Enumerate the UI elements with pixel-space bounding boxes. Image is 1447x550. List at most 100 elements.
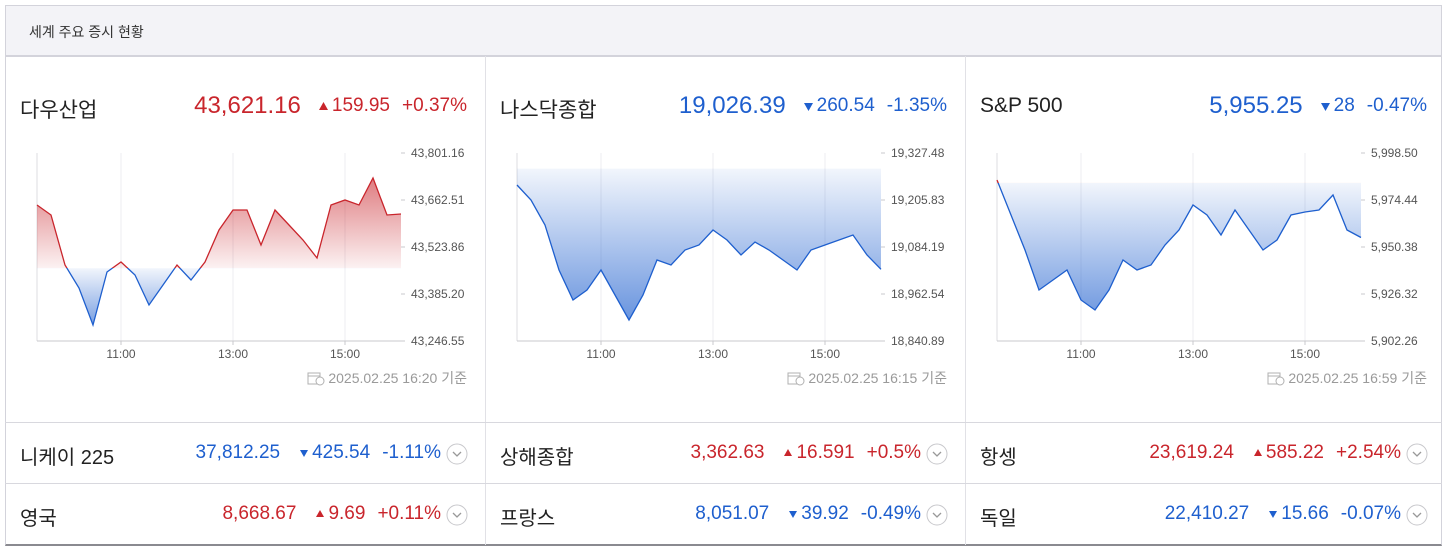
down-arrow — [789, 511, 798, 518]
up-arrow — [784, 449, 793, 456]
market-name: 프랑스 — [500, 508, 556, 530]
timestamp-row: 2025.02.25 16:59 기준 — [1115, 368, 1427, 388]
change: 39.92 — [801, 503, 849, 524]
market-name: 독일 — [980, 508, 1017, 530]
price: 3,362.63 — [690, 442, 765, 463]
expand-button[interactable] — [1406, 443, 1428, 465]
market-name: 상해종합 — [500, 447, 574, 469]
up-arrow — [316, 510, 325, 517]
quote: 37,812.25 425.54 -1.11% — [125, 439, 441, 467]
change-percent: +2.54% — [1336, 442, 1401, 463]
market-name: 영국 — [20, 508, 57, 530]
arrow-shape — [803, 102, 813, 111]
timestamp: 2025.02.25 16:20 기준 — [328, 370, 467, 386]
timestamp: 2025.02.25 16:15 기준 — [808, 370, 947, 386]
index-name: 나스닥종합 — [500, 99, 597, 122]
price: 5,955.25 — [1209, 92, 1303, 119]
timestamp-row: 2025.02.25 16:20 기준 — [155, 368, 467, 388]
price: 23,619.24 — [1149, 442, 1234, 463]
change-percent: +0.37% — [402, 95, 467, 116]
separator — [5, 422, 1442, 423]
button-circle — [926, 504, 948, 526]
button-circle — [446, 504, 468, 526]
up-arrow — [1253, 449, 1262, 456]
change: 425.54 — [312, 442, 371, 463]
calendar-icon — [1267, 372, 1285, 386]
price: 8,051.07 — [695, 503, 770, 524]
quote: 8,668.67 9.69 +0.11% — [125, 500, 441, 528]
down-arrow — [1269, 511, 1278, 518]
change: 16.591 — [796, 442, 855, 463]
timestamp: 2025.02.25 16:59 기준 — [1288, 370, 1427, 386]
button-circle — [446, 443, 468, 465]
price: 22,410.27 — [1164, 503, 1250, 524]
arrow-shape — [1320, 102, 1330, 111]
arrow-shape — [318, 101, 328, 110]
expand-button[interactable] — [926, 504, 948, 526]
price: 19,026.39 — [678, 92, 786, 119]
separator — [5, 483, 1442, 484]
change: 15.66 — [1281, 503, 1329, 524]
separator — [485, 56, 486, 545]
change: 159.95 — [331, 95, 391, 116]
arrow-shape — [300, 450, 309, 457]
button-circle — [1406, 443, 1428, 465]
expand-button[interactable] — [446, 443, 468, 465]
expand-button[interactable] — [1406, 504, 1428, 526]
header-title: 세계 주요 증시 현황 — [29, 24, 144, 40]
index-name: S&P 500 — [980, 94, 1063, 117]
market-name: 항셍 — [980, 447, 1017, 469]
quote: 22,410.27 15.66 -0.07% — [1085, 500, 1401, 528]
timestamp-row: 2025.02.25 16:15 기준 — [635, 368, 947, 388]
quote: 5,955.25 28 -0.47% — [1115, 88, 1427, 124]
down-arrow — [300, 450, 309, 457]
change: 9.69 — [328, 503, 366, 524]
chevron — [932, 512, 942, 518]
arrow-shape — [1253, 449, 1262, 456]
change: 28 — [1333, 95, 1355, 116]
button-circle — [1406, 504, 1428, 526]
arrow-shape — [316, 510, 325, 517]
change-percent: +0.11% — [377, 503, 441, 524]
header-bar: 세계 주요 증시 현황 — [5, 5, 1442, 56]
panel — [5, 56, 1442, 546]
icon-clock — [795, 376, 805, 386]
arrow-shape — [784, 449, 793, 456]
icon-clock — [1275, 376, 1285, 386]
chevron — [452, 451, 462, 457]
calendar-icon — [787, 372, 805, 386]
change: 585.22 — [1265, 442, 1325, 463]
change-percent: -0.49% — [860, 503, 921, 524]
change-percent: -0.47% — [1366, 95, 1427, 116]
button-circle — [926, 443, 948, 465]
quote: 19,026.39 260.54 -1.35% — [635, 88, 947, 124]
chevron — [1412, 512, 1422, 518]
change-percent: -0.07% — [1340, 503, 1401, 524]
up-arrow — [318, 101, 328, 110]
index-name: 다우산업 — [20, 99, 98, 122]
arrow-shape — [789, 511, 798, 518]
price: 37,812.25 — [195, 442, 281, 463]
down-arrow — [1320, 102, 1330, 111]
chevron — [1412, 451, 1422, 457]
separator — [965, 56, 966, 545]
change-percent: -1.11% — [382, 442, 441, 463]
quote: 3,362.63 16.591 +0.5% — [605, 439, 922, 467]
icon-clock — [315, 376, 325, 386]
market-name: 니케이 225 — [20, 447, 115, 469]
calendar-icon — [307, 372, 325, 386]
expand-button[interactable] — [446, 504, 468, 526]
price: 43,621.16 — [194, 92, 301, 119]
down-arrow — [803, 102, 813, 111]
change-percent: -1.35% — [886, 95, 947, 116]
quote: 8,051.07 39.92 -0.49% — [605, 500, 921, 528]
change: 260.54 — [816, 95, 875, 116]
expand-button[interactable] — [926, 443, 948, 465]
chevron — [932, 451, 942, 457]
price: 8,668.67 — [222, 503, 297, 524]
change-percent: +0.5% — [866, 442, 921, 463]
quote: 43,621.16 159.95 +0.37% — [155, 88, 467, 124]
quote: 23,619.24 585.22 +2.54% — [1085, 439, 1401, 467]
chevron — [452, 512, 462, 518]
